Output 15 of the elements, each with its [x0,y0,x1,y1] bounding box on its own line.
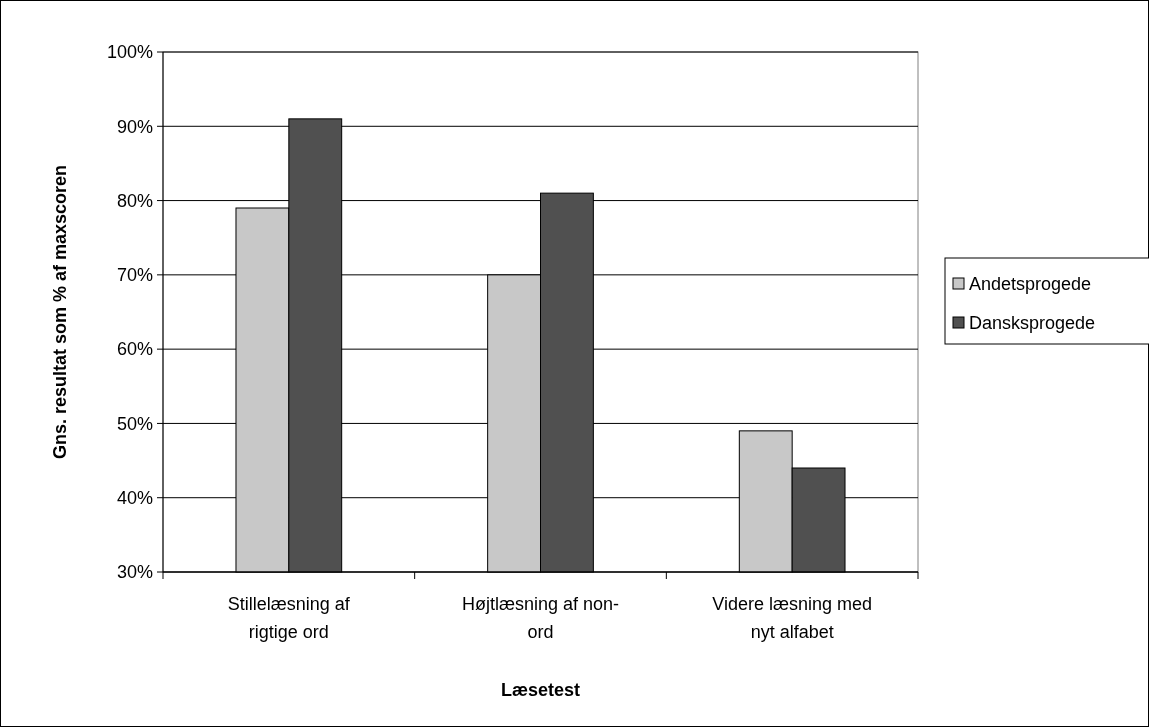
y-tick-label: 30% [116,562,153,583]
x-tick-label: Stillelæsning af rigtige ord [227,594,351,642]
x-tick-label: Højtlæsning af non-ord [461,594,620,642]
x-axis-title: Læsetest [500,680,581,700]
legend-label: Dansksprogede [969,313,1096,334]
y-tick-label: 40% [116,488,153,509]
y-axis-title: Gns. resultat som % af maxscoren [50,164,71,460]
y-tick-label: 100% [106,42,153,63]
y-tick-label: 60% [116,339,153,360]
y-tick-label: 50% [116,413,153,434]
x-tick-label: Videre læsning med nyt alfabet [712,594,873,642]
y-tick-label: 90% [116,116,153,137]
y-tick-label: 70% [116,265,153,286]
legend-label: Andetsprogede [969,274,1092,295]
y-tick-label: 80% [116,190,153,211]
